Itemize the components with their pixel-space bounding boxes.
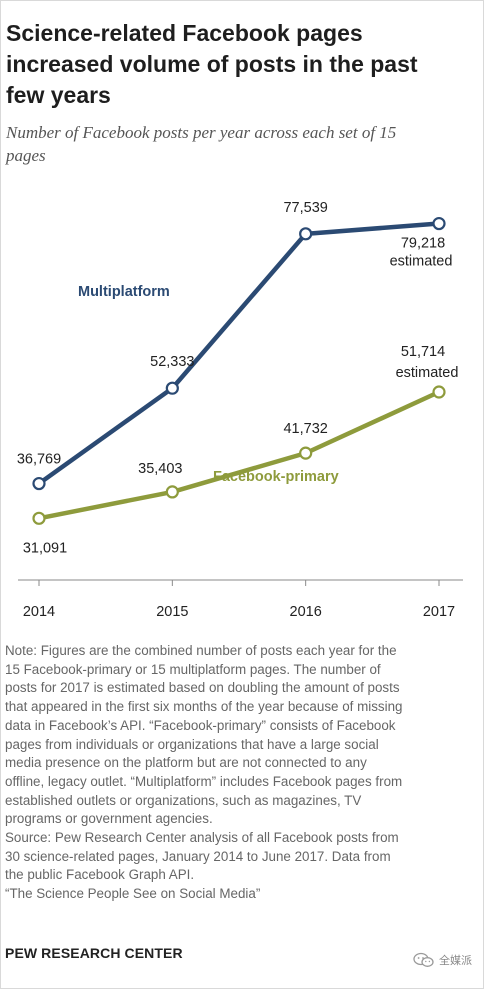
- facebook-primary-point: [165, 485, 179, 499]
- source-line: Source: Pew Research Center analysis of …: [5, 830, 399, 846]
- wechat-icon: [413, 952, 435, 968]
- estimated-annotation: estimated: [396, 365, 459, 381]
- note-line: media presence on the platform but are n…: [5, 755, 367, 771]
- watermark: 全媒派: [413, 952, 472, 968]
- data-label: 77,539: [283, 200, 327, 216]
- note-line: established outlets or organizations, su…: [5, 792, 362, 808]
- series-label-multiplatform: Multiplatform: [78, 284, 170, 300]
- facebook-primary-point: [299, 446, 313, 460]
- source-line: 30 science-related pages, January 2014 t…: [5, 848, 391, 864]
- data-label: 36,769: [17, 452, 61, 468]
- title-line: increased volume of posts in the past: [6, 51, 418, 77]
- chart-subtitle: Number of Facebook posts per year across…: [6, 121, 476, 167]
- multiplatform-point: [32, 476, 46, 491]
- note-line: 15 Facebook-primary or 15 multiplatform …: [5, 661, 381, 677]
- multiplatform-point: [165, 381, 179, 395]
- pew-research-center-logo: PEW RESEARCH CENTER: [5, 945, 183, 961]
- title-line: few years: [6, 82, 111, 108]
- multiplatform-point: [299, 227, 313, 241]
- note-line: that appeared in the first six months of…: [5, 699, 403, 715]
- data-label: 31,091: [23, 540, 67, 556]
- line-chart: 2014 2015 2016 2017 36,769 52,333 77,539 79,218…: [17, 200, 463, 620]
- note-line: Note: Figures are the combined number of…: [5, 643, 397, 658]
- x-tick-label: 2016: [290, 604, 322, 620]
- data-label: 79,218: [401, 236, 445, 252]
- estimated-annotation: estimated: [390, 254, 453, 270]
- data-label: 52,333: [150, 354, 194, 370]
- watermark-text: 全媒派: [439, 954, 472, 967]
- x-tick-label: 2015: [156, 604, 188, 620]
- facebook-primary-point: [432, 385, 446, 399]
- x-tick-label: 2014: [23, 604, 55, 620]
- note-line: posts for 2017 is estimated based on dou…: [5, 680, 400, 696]
- facebook-primary-point: [32, 511, 46, 525]
- chart-title: Science-related Facebook pages increased…: [6, 18, 466, 111]
- x-tick-label: 2017: [423, 604, 455, 620]
- multiplatform-point: [432, 216, 446, 231]
- subtitle-line: pages: [6, 146, 46, 165]
- data-label: 41,732: [283, 421, 327, 437]
- title-line: Science-related Facebook pages: [6, 20, 363, 46]
- series-label-facebook-primary: Facebook-primary: [213, 469, 339, 485]
- multiplatform-series-line: [36, 221, 442, 486]
- note-line: data in Facebook’s API. “Facebook-primar…: [5, 717, 396, 733]
- facebook-primary-series-line: [36, 389, 442, 521]
- note-line: pages from individuals or organizations …: [5, 736, 379, 752]
- data-label: 35,403: [138, 461, 182, 477]
- note-line: programs or government agencies.: [5, 811, 213, 827]
- data-label: 51,714: [401, 344, 445, 360]
- report-title-line: “The Science People See on Social Media”: [5, 886, 261, 902]
- source-line: the public Facebook Graph API.: [5, 867, 195, 883]
- note-line: offline, legacy outlet. “Multiplatform” …: [5, 773, 403, 789]
- subtitle-line: Number of Facebook posts per year across…: [6, 123, 397, 142]
- chart-note: Note: Figures are the combined number of…: [5, 642, 481, 904]
